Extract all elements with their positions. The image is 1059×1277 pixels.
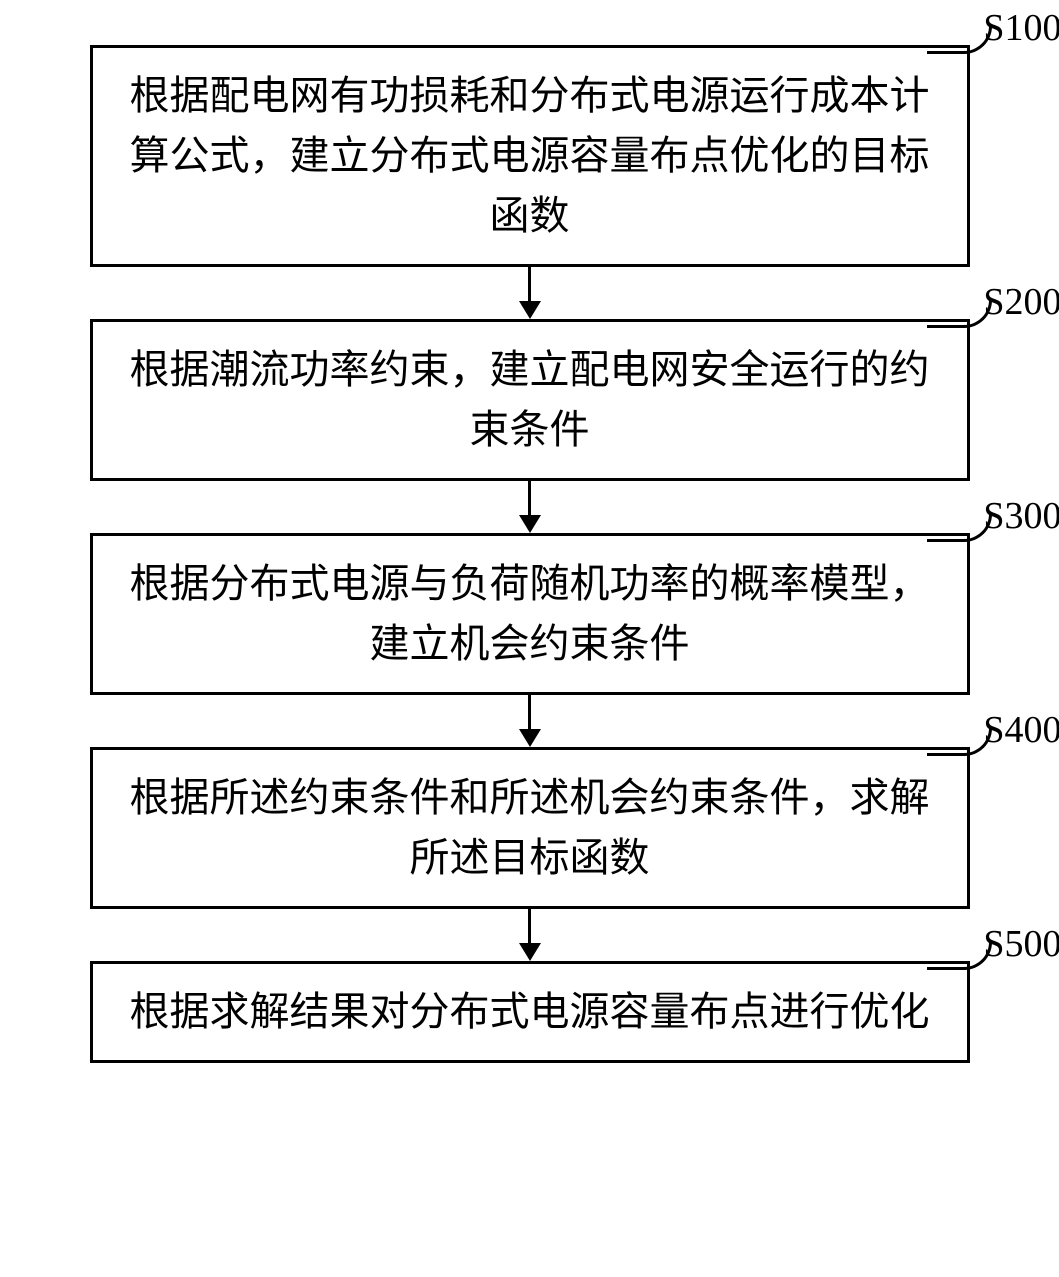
connector-line (927, 514, 992, 542)
step-container-1: S100 根据配电网有功损耗和分布式电源运行成本计算公式，建立分布式电源容量布点… (0, 45, 1059, 319)
step-box-s100: S100 根据配电网有功损耗和分布式电源运行成本计算公式，建立分布式电源容量布点… (90, 45, 970, 267)
step-label: S100 (983, 6, 1059, 50)
arrow-line (528, 267, 531, 301)
arrow-head (519, 943, 541, 961)
arrow-head (519, 729, 541, 747)
step-container-2: S200 根据潮流功率约束，建立配电网安全运行的约束条件 (0, 319, 1059, 533)
arrow-line (528, 909, 531, 943)
arrow-line (528, 481, 531, 515)
arrow-down (519, 267, 541, 319)
step-label: S200 (983, 280, 1059, 324)
step-container-4: S400 根据所述约束条件和所述机会约束条件，求解所述目标函数 (0, 747, 1059, 961)
step-text: 根据潮流功率约束，建立配电网安全运行的约束条件 (123, 340, 937, 460)
step-label: S400 (983, 708, 1059, 752)
step-container-5: S500 根据求解结果对分布式电源容量布点进行优化 (0, 961, 1059, 1063)
step-text: 根据配电网有功损耗和分布式电源运行成本计算公式，建立分布式电源容量布点优化的目标… (123, 66, 937, 246)
connector-line (927, 728, 992, 756)
step-label: S300 (983, 494, 1059, 538)
flowchart-container: S100 根据配电网有功损耗和分布式电源运行成本计算公式，建立分布式电源容量布点… (0, 45, 1059, 1063)
step-label: S500 (983, 922, 1059, 966)
arrow-head (519, 301, 541, 319)
arrow-down (519, 695, 541, 747)
step-box-s500: S500 根据求解结果对分布式电源容量布点进行优化 (90, 961, 970, 1063)
step-box-s300: S300 根据分布式电源与负荷随机功率的概率模型，建立机会约束条件 (90, 533, 970, 695)
arrow-head (519, 515, 541, 533)
step-text: 根据求解结果对分布式电源容量布点进行优化 (130, 982, 930, 1042)
step-text: 根据所述约束条件和所述机会约束条件，求解所述目标函数 (123, 768, 937, 888)
step-box-s400: S400 根据所述约束条件和所述机会约束条件，求解所述目标函数 (90, 747, 970, 909)
step-text: 根据分布式电源与负荷随机功率的概率模型，建立机会约束条件 (123, 554, 937, 674)
arrow-line (528, 695, 531, 729)
step-container-3: S300 根据分布式电源与负荷随机功率的概率模型，建立机会约束条件 (0, 533, 1059, 747)
connector-line (927, 300, 992, 328)
connector-line (927, 942, 992, 970)
connector-line (927, 26, 992, 54)
arrow-down (519, 909, 541, 961)
step-box-s200: S200 根据潮流功率约束，建立配电网安全运行的约束条件 (90, 319, 970, 481)
arrow-down (519, 481, 541, 533)
